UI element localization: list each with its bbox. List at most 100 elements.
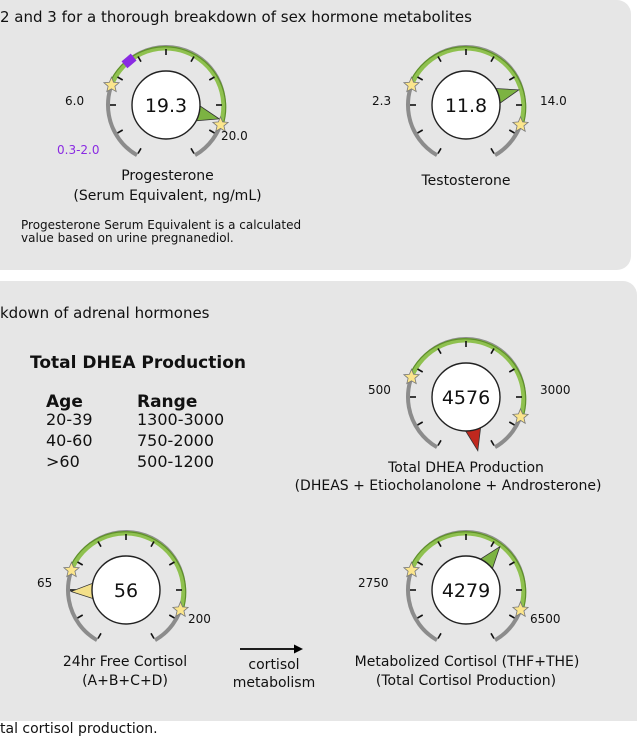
gauge-tick (490, 439, 495, 446)
dhea-gauge-title: Total DHEA Production (388, 460, 544, 476)
gauge-value: 11.8 (445, 95, 487, 117)
gauge-tick (137, 147, 142, 154)
progesterone-low-label: 6.0 (65, 94, 85, 108)
dhea-row-range: 750-2000 (137, 431, 215, 450)
gauge-high-star (511, 407, 530, 425)
gauge-tick (150, 541, 155, 548)
gauge-high-star (171, 600, 190, 618)
gauge-tick (77, 561, 84, 566)
gauge-reference-edge (408, 531, 527, 611)
progesterone-high-label: 20.0 (221, 129, 248, 143)
arrow-label-cortisol: cortisol (248, 657, 300, 673)
testosterone-title: Testosterone (421, 173, 511, 189)
gauge-reference-edge (408, 338, 527, 418)
gauge-tick (508, 561, 515, 566)
gauge-high-star (211, 115, 230, 133)
progesterone-gauge: 19.3 (102, 44, 230, 157)
gauge-pointer (69, 582, 94, 600)
free-cortisol-high-label: 200 (188, 612, 211, 626)
gauge-tick (508, 421, 515, 426)
gauge-tick (190, 56, 195, 63)
gauge-tick (168, 614, 175, 619)
progesterone-title: Progesterone (121, 168, 214, 184)
gauge-tick (437, 632, 442, 639)
gauge-tick (490, 632, 495, 639)
adrenal-hormones-panel (0, 281, 637, 721)
gauge-tick (417, 129, 424, 134)
cortisol-footer-text: tal cortisol production. (0, 721, 158, 737)
gauge-tick (437, 56, 442, 63)
progesterone-subtitle: (Serum Equivalent, ng/mL) (73, 188, 262, 204)
gauge-tick (508, 368, 515, 373)
gauge-center-circle (131, 70, 201, 140)
gauge-low-star (402, 76, 421, 93)
sex-hormones-panel (0, 0, 631, 270)
metabolized-cortisol-high-label: 6500 (530, 612, 561, 626)
gauge-tick (490, 147, 495, 154)
dhea-row-range: 500-1200 (137, 452, 215, 471)
gauge-center-circle (91, 555, 161, 625)
adrenal-intro: kdown of adrenal hormones (0, 304, 210, 322)
dhea-table-title: Total DHEA Production (30, 353, 246, 373)
metabolized-cortisol-title: Metabolized Cortisol (THF+THE) (354, 654, 580, 670)
dhea-row-range: 1300-3000 (137, 410, 225, 429)
gauge-center-circle (431, 555, 501, 625)
gauge-tick (490, 348, 495, 355)
dhea-table-range-header: Range (137, 392, 198, 412)
free-cortisol-title: 24hr Free Cortisol (62, 654, 188, 670)
dhea-gauge-subtitle: (DHEAS + Etiocholanolone + Androsterone) (294, 478, 602, 494)
dhea-gauge: 4576 (402, 336, 530, 452)
gauge-tick (508, 614, 515, 619)
dhea-row-age: 20-39 (46, 410, 93, 429)
progesterone-note-line2: value based on urine pregnanediol. (21, 231, 234, 245)
gauge-tick (208, 76, 215, 81)
gauge-center-circle (431, 362, 501, 432)
gauge-tick (77, 614, 84, 619)
gauge-high-star (511, 600, 530, 618)
gauge-tick (417, 76, 424, 81)
gauge-tick (490, 541, 495, 548)
testosterone-gauge: 11.8 (402, 44, 530, 157)
gauge-tick (168, 561, 175, 566)
dhea-row-age: 40-60 (46, 431, 93, 450)
free-cortisol-subtitle: (A+B+C+D) (82, 673, 168, 689)
gauge-tick (417, 614, 424, 619)
gauge-high-star (511, 115, 530, 133)
cortisol-metabolism-arrow (240, 644, 303, 654)
gauge-tick (417, 368, 424, 373)
testosterone-high-label: 14.0 (540, 94, 567, 108)
gauge-low-star (62, 561, 81, 578)
gauge-center-circle (431, 70, 501, 140)
dhea-row-age: >60 (46, 452, 80, 471)
gauge-secondary-range-marker (121, 53, 137, 69)
gauge-low-star (402, 368, 421, 385)
gauge-tick (117, 76, 124, 81)
gauge-tick (150, 632, 155, 639)
gauge-tick (490, 56, 495, 63)
gauge-low-star (402, 561, 421, 578)
free-cortisol-gauge: 56 (62, 529, 190, 642)
gauge-tick (117, 129, 124, 134)
gauge-tick (97, 541, 102, 548)
gauge-reference-edge (408, 46, 527, 126)
dhea-high-label: 3000 (540, 383, 571, 397)
gauge-value: 4576 (442, 387, 490, 409)
gauge-tick (437, 439, 442, 446)
metabolized-cortisol-gauge: 4279 (402, 529, 530, 642)
gauge-low-star (102, 76, 121, 93)
gauge-tick (137, 56, 142, 63)
metabolized-cortisol-low-label: 2750 (358, 576, 389, 590)
gauge-tick (417, 421, 424, 426)
gauge-tick (208, 129, 215, 134)
gauge-tick (437, 348, 442, 355)
gauge-tick (508, 76, 515, 81)
sex-hormone-intro: 2 and 3 for a thorough breakdown of sex … (0, 8, 472, 26)
progesterone-note-line1: Progesterone Serum Equivalent is a calcu… (21, 218, 302, 232)
metabolized-cortisol-subtitle: (Total Cortisol Production) (375, 673, 557, 689)
arrow-label-metabolism: metabolism (232, 675, 316, 691)
gauge-value: 4279 (442, 580, 490, 602)
gauge-reference-edge (68, 531, 187, 611)
gauge-tick (437, 541, 442, 548)
gauge-value: 56 (114, 580, 138, 602)
gauge-tick (190, 147, 195, 154)
